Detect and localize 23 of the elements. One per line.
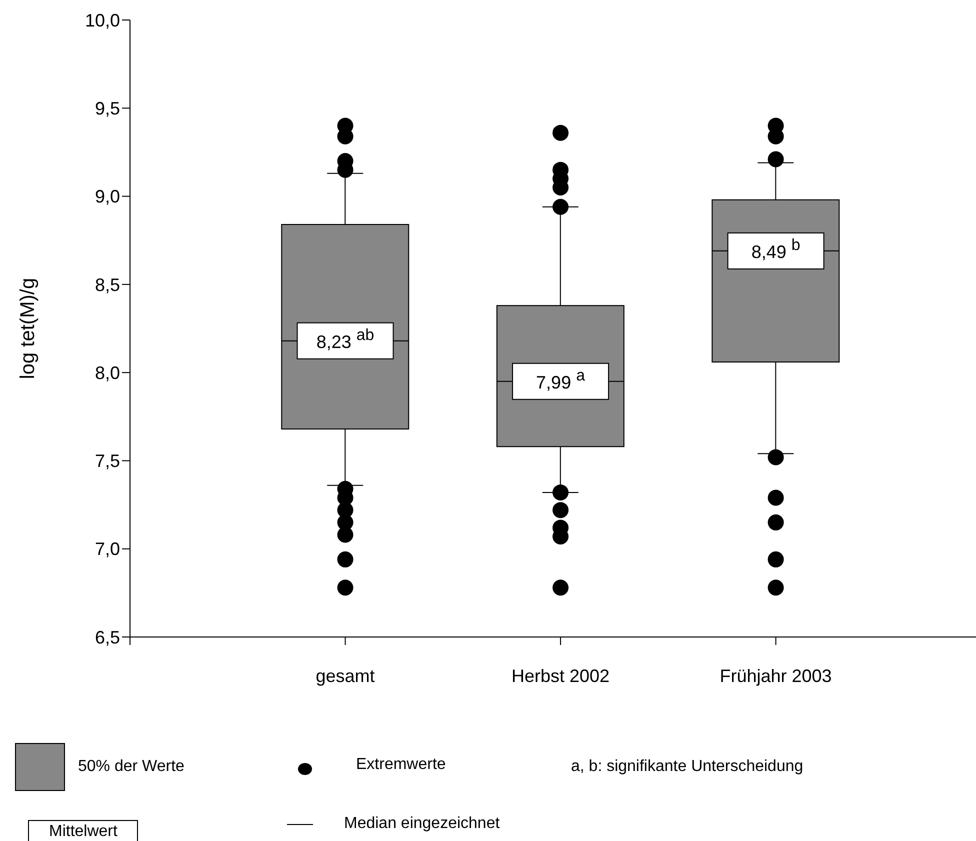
x-tick-label: Herbst 2002	[512, 666, 610, 686]
y-axis-title: log tet(M)/g	[17, 278, 40, 380]
label-box: 8,49 $^{b}$	[727, 232, 824, 270]
text: Extremwerte	[356, 756, 446, 774]
y-tick-label: 9,5	[94, 98, 120, 119]
text: a, b: signifikante Unterscheidung	[571, 758, 804, 776]
y-tick-label: 9,0	[94, 186, 120, 207]
y-tick-label: 7,0	[94, 539, 120, 560]
annotation: 8,23 $^{ab}$	[316, 326, 374, 352]
label-box: 8,23 $^{ab}$	[296, 322, 394, 360]
y-tick-label: 6,5	[94, 627, 120, 648]
x-tick-label: Frühjahr 2003	[720, 666, 832, 686]
x-tick-label: gesamt	[316, 666, 375, 686]
y-tick-label: 8,5	[94, 274, 120, 295]
y-tick-label: 10,0	[84, 10, 120, 30]
text: Median eingezeichnet	[344, 815, 500, 833]
annotation: 8,49 $^{b}$	[751, 236, 800, 262]
annotation: 7,99 $^{a}$	[536, 366, 586, 392]
y-tick-label: 8,0	[94, 362, 120, 383]
text: Mittelwert	[28, 820, 138, 841]
label-box: 7,99 $^{a}$	[512, 362, 610, 400]
y-tick-label: 7,5	[94, 451, 120, 472]
text: 50% der Werte	[78, 758, 184, 776]
